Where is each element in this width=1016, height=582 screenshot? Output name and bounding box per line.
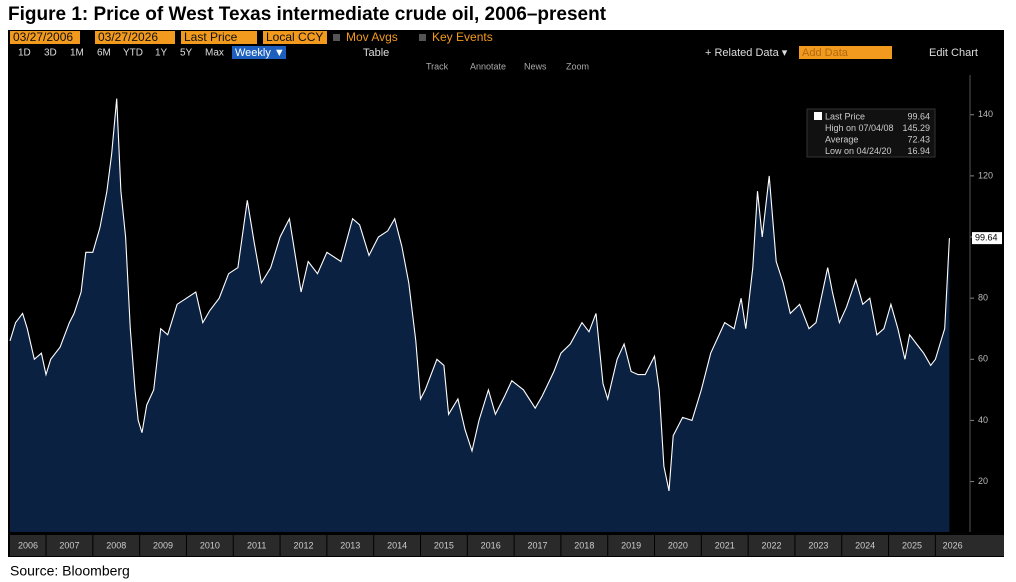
x-tick-label: 2019 <box>621 540 641 550</box>
y-tick-label: 40 <box>978 415 988 425</box>
stats-value: 99.64 <box>907 111 930 121</box>
x-tick-label: 2011 <box>247 540 266 550</box>
x-tick-label: 2018 <box>574 540 594 550</box>
chart-tool[interactable]: News <box>524 61 547 71</box>
chart-tool[interactable]: Annotate <box>470 61 506 71</box>
period-button[interactable]: 6M <box>97 48 111 59</box>
related-data[interactable]: + Related Data ▾ <box>705 47 788 59</box>
x-tick-label: 2016 <box>481 540 501 550</box>
y-tick-label: 60 <box>978 354 988 364</box>
toolbar-field[interactable] <box>263 31 327 44</box>
stats-value: 145.29 <box>902 123 930 133</box>
chart-tool[interactable]: Zoom <box>566 61 589 71</box>
x-tick-label: 2022 <box>762 540 782 550</box>
frequency-field[interactable] <box>232 46 286 59</box>
stats-label: Low on 04/24/20 <box>825 146 892 156</box>
y-tick-label: 20 <box>978 476 988 486</box>
toolbar-label[interactable]: Key Events <box>432 30 493 44</box>
area-fill <box>10 98 950 532</box>
x-tick-label: 2008 <box>106 540 126 550</box>
y-tick-label: 120 <box>978 170 993 180</box>
stats-label: Average <box>825 134 858 144</box>
toolbar-field[interactable] <box>10 31 80 44</box>
x-tick-label: 2020 <box>668 540 688 550</box>
stats-swatch <box>814 112 822 120</box>
last-price-value: 99.64 <box>975 232 998 242</box>
y-tick-label: 140 <box>978 109 993 119</box>
stats-value: 72.43 <box>907 134 930 144</box>
x-tick-label: 2025 <box>902 540 922 550</box>
figure-title: Figure 1: Price of West Texas intermedia… <box>8 4 607 25</box>
source: Source: Bloomberg <box>10 563 130 579</box>
period-button[interactable]: 3D <box>44 48 57 59</box>
x-tick-label: 2026 <box>943 540 963 550</box>
x-tick-label: 2010 <box>200 540 220 550</box>
x-tick-label: 2017 <box>527 540 547 550</box>
period-button[interactable]: Max <box>205 48 224 59</box>
x-tick-label: 2015 <box>434 540 454 550</box>
toolbar-checkbox[interactable] <box>419 34 426 41</box>
toolbar-field[interactable] <box>181 31 257 44</box>
x-tick-label: 2021 <box>715 540 735 550</box>
x-tick-label: 2013 <box>340 540 360 550</box>
stats-label: Last Price <box>825 111 865 121</box>
x-tick-label: 2023 <box>808 540 828 550</box>
chart-tool[interactable]: Track <box>426 61 449 71</box>
price-line <box>9 98 950 492</box>
toolbar-label[interactable]: Mov Avgs <box>346 30 398 44</box>
period-button[interactable]: 1D <box>18 48 31 59</box>
x-tick-label: 2007 <box>59 540 79 550</box>
add-data-field[interactable] <box>799 46 892 59</box>
frequency-label[interactable]: Weekly ▼ <box>235 47 285 59</box>
period-button[interactable]: 5Y <box>180 48 193 59</box>
stats-box <box>806 108 936 158</box>
period-button[interactable]: YTD <box>123 48 143 59</box>
x-tick-label: 2012 <box>293 540 313 550</box>
x-tick-label: 2009 <box>153 540 173 550</box>
x-tick-label: 2014 <box>387 540 407 550</box>
last-price-tag <box>972 232 1002 245</box>
period-button[interactable]: 1Y <box>155 48 168 59</box>
period-button[interactable]: 1M <box>70 48 84 59</box>
x-axis-strip <box>10 535 1004 556</box>
y-tick-label: 80 <box>978 293 988 303</box>
x-tick-label: 2024 <box>855 540 875 550</box>
stats-label: High on 07/04/08 <box>825 123 894 133</box>
toolbar-checkbox[interactable] <box>333 34 340 41</box>
edit-chart[interactable]: Edit Chart <box>929 47 978 59</box>
toolbar-label[interactable]: Local CCY <box>266 30 323 44</box>
toolbar-label[interactable]: 03/27/2006 <box>13 30 73 44</box>
stats-value: 16.94 <box>907 146 930 156</box>
table-button[interactable]: Table <box>363 47 389 59</box>
toolbar-label[interactable]: 03/27/2026 <box>98 30 158 44</box>
toolbar-field[interactable] <box>95 31 175 44</box>
x-tick-label: 2006 <box>18 540 38 550</box>
add-data-label[interactable]: Add Data <box>802 47 849 59</box>
toolbar-label[interactable]: Last Price <box>184 30 238 44</box>
